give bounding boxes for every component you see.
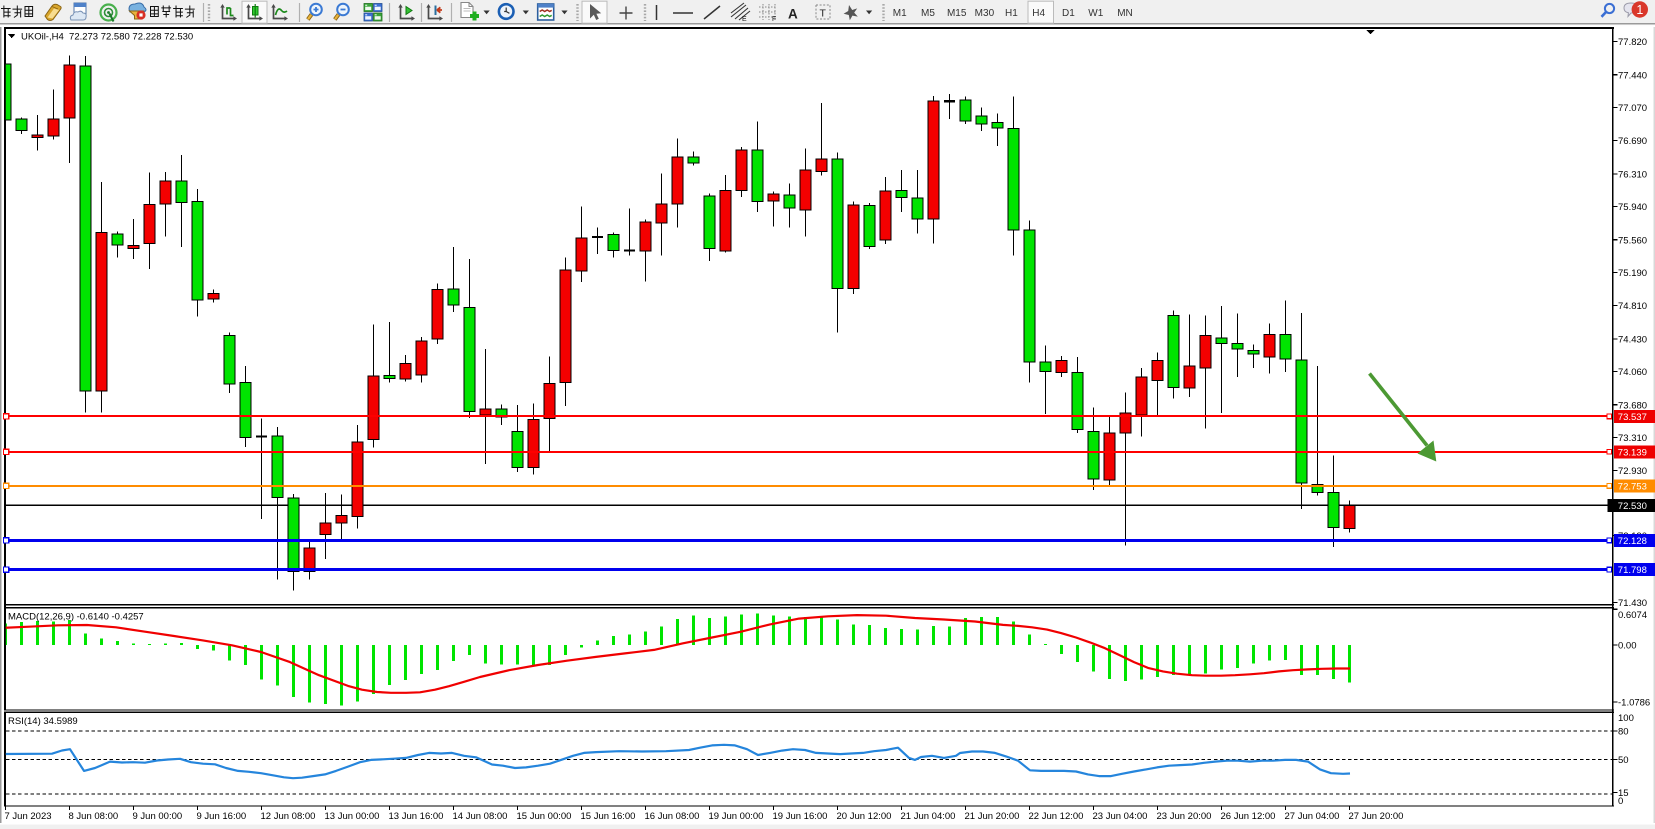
svg-text:RSI(14) 34.5989: RSI(14) 34.5989 (8, 716, 78, 727)
svg-text:7 Jun 2023: 7 Jun 2023 (5, 811, 52, 822)
svg-text:M15: M15 (947, 8, 967, 19)
svg-text:MN: MN (1117, 8, 1133, 19)
svg-text:9 Jun 00:00: 9 Jun 00:00 (133, 811, 183, 822)
svg-text:15 Jun 00:00: 15 Jun 00:00 (517, 811, 572, 822)
svg-text:75.940: 75.940 (1618, 202, 1647, 213)
svg-text:73.537: 73.537 (1618, 412, 1647, 423)
svg-text:UKOil-,H4 72.273 72.580 72.22: UKOil-,H4 72.273 72.580 72.228 72.530 (21, 32, 193, 43)
svg-text:73.310: 73.310 (1618, 433, 1647, 444)
svg-text:71.430: 71.430 (1618, 598, 1647, 609)
svg-text:D1: D1 (1062, 8, 1075, 19)
svg-text:20 Jun 12:00: 20 Jun 12:00 (837, 811, 892, 822)
svg-text:0.6074: 0.6074 (1618, 610, 1647, 621)
svg-text:72.128: 72.128 (1618, 536, 1647, 547)
svg-text:77.440: 77.440 (1618, 70, 1647, 81)
svg-text:0.00: 0.00 (1618, 641, 1637, 652)
svg-text:23 Jun 04:00: 23 Jun 04:00 (1093, 811, 1148, 822)
svg-text:50: 50 (1618, 755, 1629, 766)
svg-text:12 Jun 08:00: 12 Jun 08:00 (261, 811, 316, 822)
svg-text:-1.0786: -1.0786 (1618, 698, 1650, 709)
svg-text:T: T (820, 8, 827, 20)
svg-text:MACD(12,26,9) -0.6140 -0.4257: MACD(12,26,9) -0.6140 -0.4257 (8, 612, 144, 623)
svg-text:75.190: 75.190 (1618, 268, 1647, 279)
svg-text:9 Jun 16:00: 9 Jun 16:00 (197, 811, 247, 822)
svg-text:76.690: 76.690 (1618, 136, 1647, 147)
svg-text:0: 0 (1618, 796, 1623, 807)
svg-text:M30: M30 (975, 8, 995, 19)
svg-text:21 Jun 04:00: 21 Jun 04:00 (901, 811, 956, 822)
svg-text:13 Jun 00:00: 13 Jun 00:00 (325, 811, 380, 822)
svg-text:A: A (788, 7, 798, 22)
svg-text:19 Jun 00:00: 19 Jun 00:00 (709, 811, 764, 822)
svg-text:76.310: 76.310 (1618, 170, 1647, 181)
svg-text:8 Jun 08:00: 8 Jun 08:00 (69, 811, 119, 822)
svg-text:19 Jun 16:00: 19 Jun 16:00 (773, 811, 828, 822)
svg-text:H4: H4 (1032, 8, 1045, 19)
svg-text:1: 1 (1636, 3, 1643, 17)
svg-text:13 Jun 16:00: 13 Jun 16:00 (389, 811, 444, 822)
svg-text:E: E (742, 16, 747, 23)
svg-text:74.430: 74.430 (1618, 335, 1647, 346)
svg-text:F: F (772, 16, 776, 23)
svg-text:73.680: 73.680 (1618, 400, 1647, 411)
svg-text:22 Jun 12:00: 22 Jun 12:00 (1029, 811, 1084, 822)
svg-text:72.530: 72.530 (1618, 501, 1647, 512)
svg-text:74.810: 74.810 (1618, 301, 1647, 312)
svg-text:71.798: 71.798 (1618, 565, 1647, 576)
svg-text:72.753: 72.753 (1618, 482, 1647, 493)
svg-text:15 Jun 16:00: 15 Jun 16:00 (581, 811, 636, 822)
svg-text:W1: W1 (1088, 8, 1103, 19)
svg-text:77.820: 77.820 (1618, 37, 1647, 48)
svg-text:73.139: 73.139 (1618, 447, 1647, 458)
svg-text:75.560: 75.560 (1618, 235, 1647, 246)
svg-text:74.060: 74.060 (1618, 367, 1647, 378)
svg-text:26 Jun 12:00: 26 Jun 12:00 (1221, 811, 1276, 822)
svg-text:27 Jun 04:00: 27 Jun 04:00 (1285, 811, 1340, 822)
svg-text:72.930: 72.930 (1618, 466, 1647, 477)
svg-text:14 Jun 08:00: 14 Jun 08:00 (453, 811, 508, 822)
svg-text:77.070: 77.070 (1618, 103, 1647, 114)
svg-text:100: 100 (1618, 713, 1634, 724)
svg-text:15: 15 (1618, 788, 1629, 799)
svg-text:21 Jun 20:00: 21 Jun 20:00 (965, 811, 1020, 822)
svg-text:M5: M5 (921, 8, 935, 19)
svg-text:M1: M1 (893, 8, 907, 19)
svg-text:23 Jun 20:00: 23 Jun 20:00 (1157, 811, 1212, 822)
svg-text:27 Jun 20:00: 27 Jun 20:00 (1349, 811, 1404, 822)
svg-text:H1: H1 (1005, 8, 1018, 19)
svg-text:80: 80 (1618, 726, 1629, 737)
svg-text:16 Jun 08:00: 16 Jun 08:00 (645, 811, 700, 822)
